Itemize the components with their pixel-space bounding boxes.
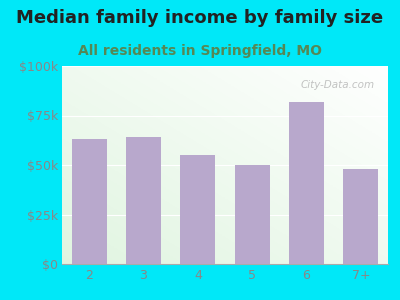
Bar	[289, 102, 324, 264]
Bar	[180, 155, 216, 264]
Bar	[72, 139, 107, 264]
Bar	[234, 165, 270, 264]
Bar	[343, 169, 378, 264]
Text: Median family income by family size: Median family income by family size	[16, 9, 384, 27]
Text: All residents in Springfield, MO: All residents in Springfield, MO	[78, 44, 322, 58]
Bar	[126, 137, 161, 264]
Text: City-Data.com: City-Data.com	[301, 80, 375, 90]
